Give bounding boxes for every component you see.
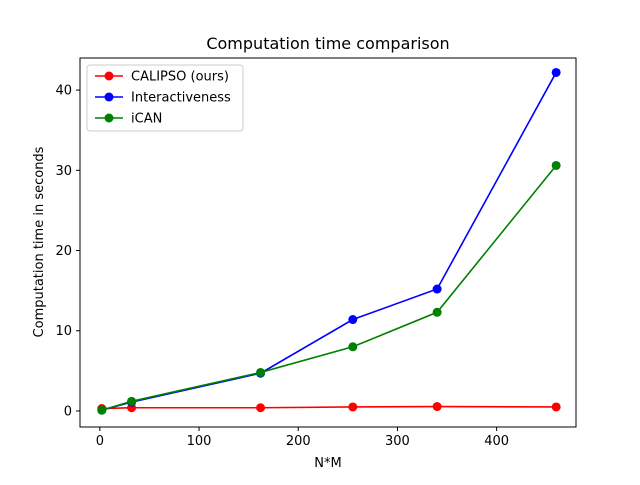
- data-point-ican: [551, 160, 561, 170]
- legend-marker-calipso-ours: [104, 71, 114, 81]
- y-tick-label: 20: [55, 244, 72, 259]
- series-layer: [97, 67, 561, 415]
- series-ican: [97, 160, 561, 415]
- x-axis-ticks: 0 100 200 300 400: [96, 427, 509, 449]
- y-tick-label: 0: [64, 404, 72, 419]
- data-point-calipso-ours: [256, 403, 266, 413]
- data-point-calipso-ours: [551, 402, 561, 412]
- legend-label-ican: iCAN: [131, 112, 162, 127]
- legend-marker-interactiveness: [104, 92, 114, 102]
- series-line-ican: [101, 164, 557, 411]
- data-point-ican: [127, 396, 137, 406]
- chart-title: Computation time comparison: [206, 34, 449, 53]
- data-point-ican: [348, 342, 358, 352]
- x-tick-label: 200: [286, 434, 311, 449]
- y-tick-label: 40: [55, 84, 72, 99]
- data-point-interactiveness: [432, 284, 442, 294]
- legend: CALIPSO (ours) Interactiveness iCAN: [86, 64, 244, 132]
- legend-box: [86, 64, 244, 132]
- axes-frame: [79, 57, 577, 428]
- y-axis-label: Computation time in seconds: [32, 146, 47, 337]
- series-line-calipso-ours: [101, 405, 557, 410]
- x-tick-label: 0: [96, 434, 104, 449]
- legend-label-calipso-ours: CALIPSO (ours): [131, 70, 229, 85]
- x-axis-label: N*M: [314, 456, 341, 471]
- data-point-ican: [432, 307, 442, 317]
- y-axis-ticks: 0 10 20 30 40: [55, 84, 80, 419]
- data-point-ican: [256, 367, 266, 377]
- y-tick-label: 10: [55, 324, 72, 339]
- x-tick-label: 100: [187, 434, 212, 449]
- x-tick-label: 300: [385, 434, 410, 449]
- x-tick-label: 400: [484, 434, 509, 449]
- legend-label-interactiveness: Interactiveness: [131, 91, 231, 106]
- data-point-calipso-ours: [348, 402, 358, 412]
- y-tick-label: 30: [55, 164, 72, 179]
- data-point-interactiveness: [348, 315, 358, 325]
- data-point-calipso-ours: [432, 402, 442, 412]
- data-point-ican: [97, 405, 107, 415]
- data-point-interactiveness: [551, 67, 561, 77]
- legend-marker-ican: [104, 113, 114, 123]
